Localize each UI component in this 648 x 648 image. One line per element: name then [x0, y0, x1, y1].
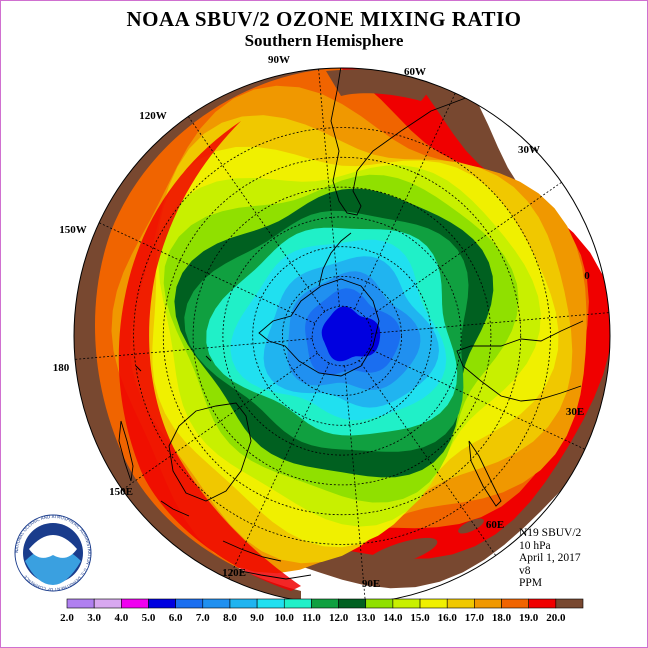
longitude-label: 90E	[362, 578, 380, 590]
longitude-label: 150W	[59, 224, 87, 236]
ozone-contour-bands	[74, 68, 610, 601]
units-label: PPM	[519, 577, 543, 589]
info-block: N19 SBUV/2 10 hPa April 1, 2017 v8 PPM	[519, 527, 581, 590]
date-label: April 1, 2017	[519, 552, 581, 564]
coastline	[168, 402, 252, 502]
latitude-circle	[222, 216, 462, 456]
coastline	[135, 365, 142, 372]
latitude-circle	[192, 186, 492, 486]
latitude-circle	[281, 275, 402, 396]
coastline	[456, 320, 584, 402]
pressure-label: 10 hPa	[519, 539, 551, 552]
coastline	[330, 68, 522, 216]
coastline	[160, 500, 190, 517]
coastline	[258, 278, 380, 377]
coastline	[318, 232, 352, 287]
figure-subtitle: Southern Hemisphere	[244, 31, 404, 50]
graticule	[74, 68, 610, 604]
latitude-circle	[162, 156, 522, 516]
coastline	[222, 540, 282, 562]
longitude-label: 0	[584, 270, 590, 282]
logo-text: NOAA	[37, 542, 69, 554]
longitude-label: 180	[53, 362, 70, 374]
coastline	[468, 440, 502, 507]
coastlines	[118, 68, 584, 580]
latitude-circle	[311, 305, 373, 367]
coastline	[240, 570, 312, 580]
longitude-labels: 90W 60W 30W 0 30E 60E 90E 120E 150E 180 150W 120W	[53, 54, 591, 590]
noaa-logo: NOAA NATIONAL OCEANIC AND ATMOSPHERIC AD…	[14, 514, 92, 592]
latitude-circle	[133, 127, 551, 545]
longitude-label: 30W	[518, 144, 540, 156]
longitude-label: 90W	[268, 54, 290, 66]
figure-title: NOAA SBUV/2 OZONE MIXING RATIO	[126, 7, 522, 31]
longitude-label: 60W	[404, 66, 426, 78]
coastline	[118, 420, 134, 482]
longitude-label: 150E	[109, 486, 133, 498]
latitude-circle	[252, 246, 432, 426]
longitude-label: 60E	[486, 519, 504, 531]
longitude-label: 120E	[222, 567, 246, 579]
instrument-label: N19 SBUV/2	[519, 527, 582, 539]
version-label: v8	[519, 564, 531, 577]
coastline	[205, 355, 212, 362]
longitude-label: 30E	[566, 406, 584, 418]
contour-band	[321, 306, 381, 362]
longitude-label: 120W	[139, 110, 167, 122]
